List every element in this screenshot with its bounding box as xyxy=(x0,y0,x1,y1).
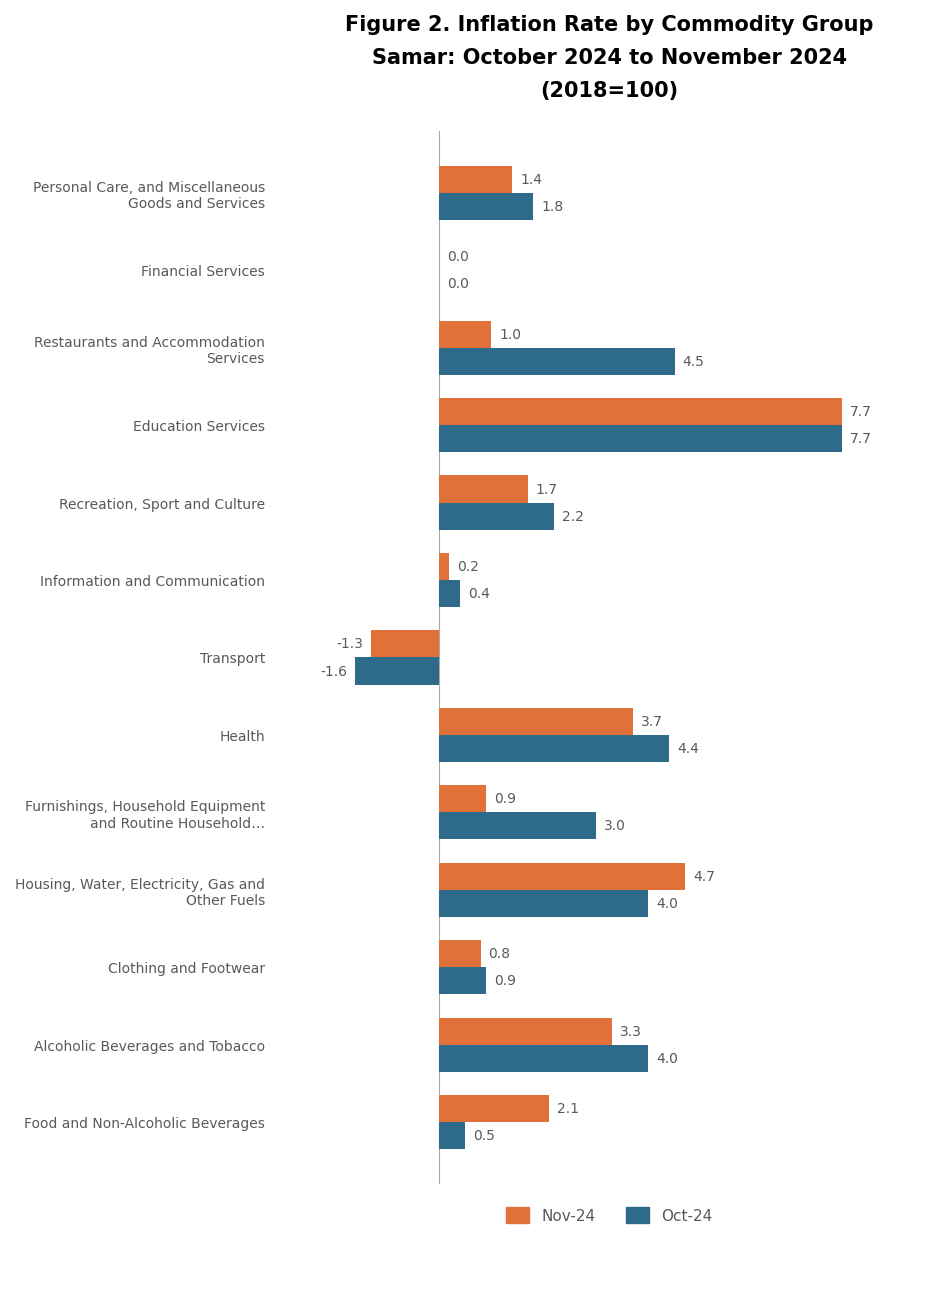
Bar xyxy=(438,581,459,608)
Text: 0.9: 0.9 xyxy=(494,793,515,806)
Bar xyxy=(438,348,674,375)
Bar xyxy=(438,1018,611,1045)
Text: 0.5: 0.5 xyxy=(473,1129,495,1143)
Legend: Nov-24, Oct-24: Nov-24, Oct-24 xyxy=(499,1201,718,1230)
Bar xyxy=(438,476,528,503)
Text: -1.6: -1.6 xyxy=(320,665,347,679)
Text: 3.7: 3.7 xyxy=(640,715,662,728)
Bar xyxy=(438,785,486,812)
Text: 1.0: 1.0 xyxy=(499,327,521,341)
Text: 4.4: 4.4 xyxy=(677,742,699,755)
Bar xyxy=(438,812,595,839)
Bar xyxy=(438,736,669,762)
Text: 4.5: 4.5 xyxy=(682,354,704,369)
Text: 1.4: 1.4 xyxy=(520,173,542,186)
Bar xyxy=(371,631,438,658)
Text: 0.8: 0.8 xyxy=(488,946,511,961)
Text: 0.0: 0.0 xyxy=(446,250,468,264)
Bar xyxy=(438,425,842,453)
Bar xyxy=(438,1095,549,1122)
Title: Figure 2. Inflation Rate by Commodity Group
Samar: October 2024 to November 2024: Figure 2. Inflation Rate by Commodity Gr… xyxy=(344,16,873,101)
Bar xyxy=(438,193,533,220)
Text: 2.2: 2.2 xyxy=(562,509,584,524)
Bar xyxy=(438,321,491,348)
Text: 2.1: 2.1 xyxy=(556,1102,578,1116)
Bar xyxy=(438,166,512,193)
Bar xyxy=(438,553,449,581)
Bar xyxy=(438,709,632,736)
Text: 1.7: 1.7 xyxy=(535,482,557,497)
Bar xyxy=(438,890,648,917)
Bar xyxy=(438,967,486,994)
Bar xyxy=(438,1122,465,1149)
Bar xyxy=(438,862,685,890)
Bar xyxy=(355,658,438,685)
Text: 4.7: 4.7 xyxy=(692,869,714,883)
Text: 0.0: 0.0 xyxy=(446,277,468,291)
Text: 4.0: 4.0 xyxy=(656,1051,678,1065)
Text: 0.2: 0.2 xyxy=(456,560,478,574)
Text: 7.7: 7.7 xyxy=(849,432,871,446)
Text: 7.7: 7.7 xyxy=(849,405,871,419)
Bar xyxy=(438,503,553,530)
Text: 1.8: 1.8 xyxy=(541,199,563,213)
Text: -1.3: -1.3 xyxy=(336,637,362,652)
Text: 3.0: 3.0 xyxy=(604,818,626,833)
Text: 4.0: 4.0 xyxy=(656,896,678,910)
Bar xyxy=(438,398,842,425)
Text: 0.4: 0.4 xyxy=(467,587,489,601)
Bar xyxy=(438,1045,648,1072)
Bar xyxy=(438,940,480,967)
Text: 0.9: 0.9 xyxy=(494,974,515,988)
Text: 3.3: 3.3 xyxy=(619,1024,641,1038)
